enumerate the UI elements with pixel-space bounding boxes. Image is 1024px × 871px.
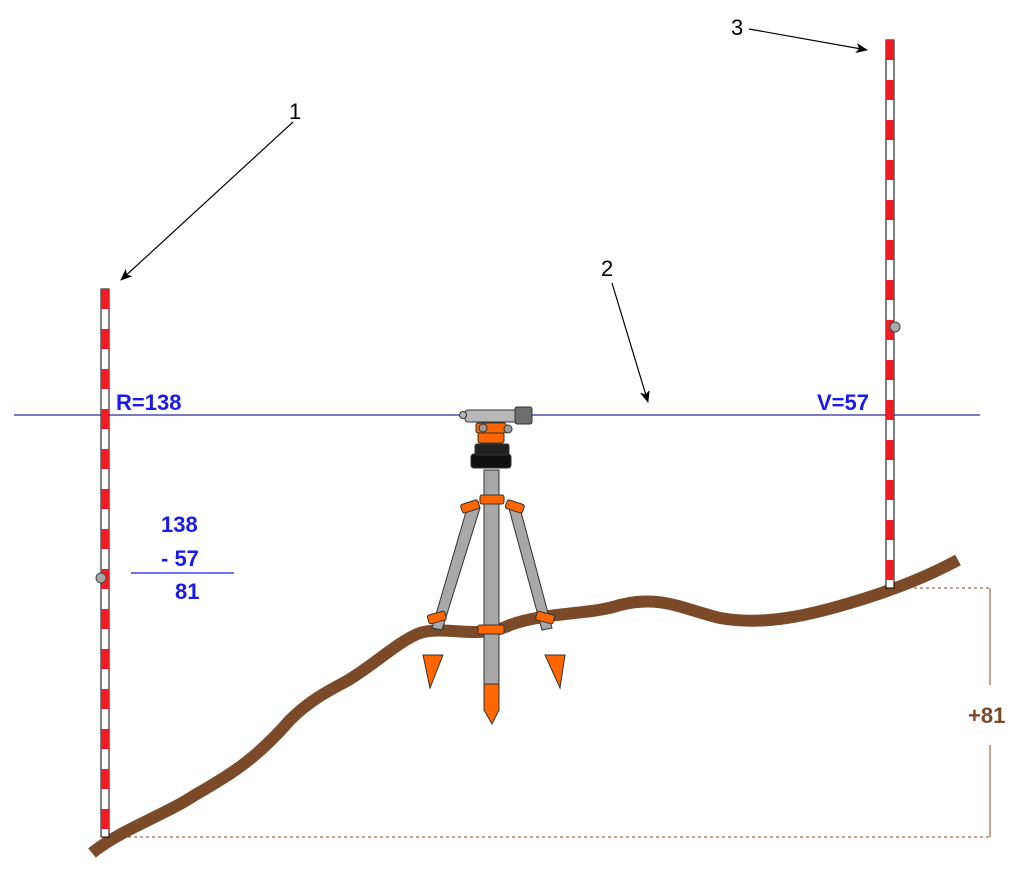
rod-stripe (886, 40, 894, 60)
callout-arrow-2 (611, 282, 650, 403)
rod-level-bubble (95, 572, 107, 584)
rod-stripe (886, 280, 894, 300)
tripod-foot-left (422, 654, 444, 690)
rod-stripe (886, 400, 894, 420)
rod-stripe (101, 489, 109, 509)
rod-stripe (101, 409, 109, 429)
rod-stripe (101, 449, 109, 469)
tripod-leg-left (431, 504, 481, 631)
height-difference-bracket (110, 587, 991, 838)
rod-stripe (101, 369, 109, 389)
calc-minuend: 138 (161, 512, 198, 537)
rod-stripe (886, 160, 894, 180)
leveling-instrument (422, 406, 566, 726)
rod-stripe (886, 320, 894, 340)
tripod-foot-right (544, 654, 566, 690)
height-difference-label: +81 (968, 703, 1005, 728)
calc-subtrahend: - 57 (161, 546, 199, 571)
callout-2-label: 2 (601, 256, 613, 281)
rod-stripe (886, 440, 894, 460)
rod-level-bubble (889, 321, 901, 333)
tripod-leg-right (507, 504, 553, 631)
rod-stripe (886, 480, 894, 500)
back-reading: R=138 (116, 390, 181, 415)
rod-stripe (886, 120, 894, 140)
rod-stripe (886, 240, 894, 260)
tripod-foot-center (483, 683, 500, 726)
rod-stripe (101, 649, 109, 669)
fore-reading: V=57 (817, 390, 869, 415)
calc-result: 81 (175, 579, 199, 604)
rod-stripe (101, 729, 109, 749)
callout-3-label: 3 (731, 15, 743, 40)
rod-stripe (886, 360, 894, 380)
back-rod (95, 288, 110, 838)
fore-rod (885, 39, 901, 589)
rod-stripe (101, 529, 109, 549)
ground-profile (88, 554, 961, 858)
rod-stripe (101, 289, 109, 309)
rod-stripe (886, 520, 894, 540)
callout-1-label: 1 (289, 99, 301, 124)
rod-stripe (101, 329, 109, 349)
rod-stripe (886, 80, 894, 100)
rod-stripe (886, 560, 894, 580)
rod-stripe (101, 809, 109, 829)
rod-stripe (101, 609, 109, 629)
callout-arrow-3 (748, 28, 868, 53)
callout-arrow-1 (120, 121, 294, 281)
rod-stripe (101, 689, 109, 709)
rod-stripe (886, 200, 894, 220)
rod-stripe (101, 769, 109, 789)
